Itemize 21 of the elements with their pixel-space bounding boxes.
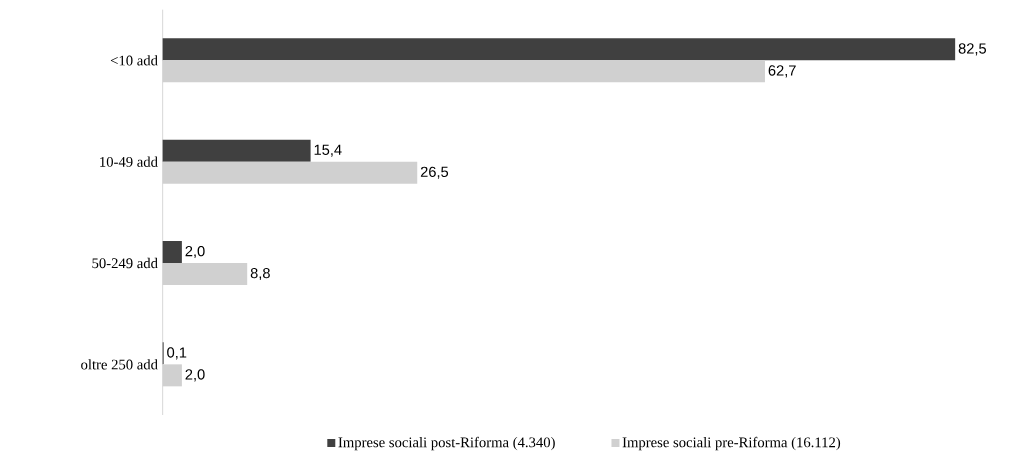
y-tick-label: 10-49 add <box>100 156 158 167</box>
data-label: 62,7 <box>768 65 796 78</box>
data-label: 26,5 <box>420 166 449 179</box>
data-label: 0,1 <box>167 347 187 360</box>
bar <box>162 139 311 162</box>
y-tick-label: <10 add <box>110 55 158 66</box>
legend-label: Imprese sociali post-Riforma (4.340) <box>338 436 555 451</box>
y-tick-label: 50-249 add <box>92 257 158 269</box>
legend-label: Imprese sociali pre-Riforma (16.112) <box>622 436 841 451</box>
bar <box>162 60 765 83</box>
bar <box>162 38 956 61</box>
data-label: 2,0 <box>185 245 205 259</box>
bar <box>162 241 182 263</box>
data-label: 82,5 <box>958 43 987 56</box>
bar <box>162 364 182 387</box>
bar <box>162 161 418 184</box>
y-tick-label: oltre 250 add <box>81 359 158 370</box>
bar <box>162 263 248 286</box>
data-label: 15,4 <box>314 144 342 157</box>
data-label: 8,8 <box>250 267 270 281</box>
data-label: 2,0 <box>185 369 205 382</box>
